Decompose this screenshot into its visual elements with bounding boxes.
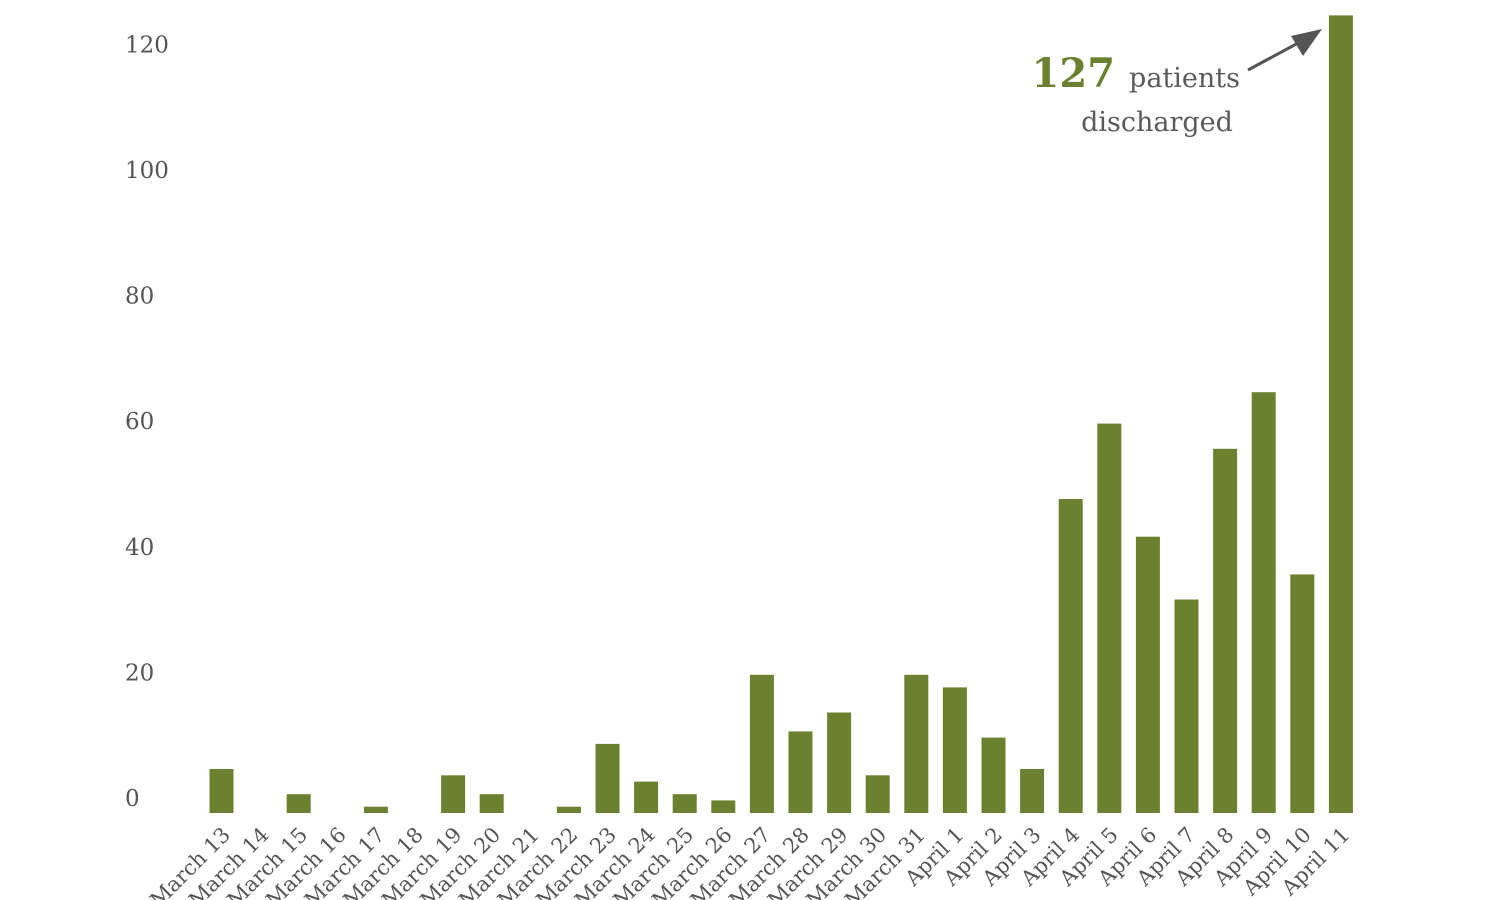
annotation-arrow-shaft (1247, 40, 1301, 72)
bar (981, 737, 1006, 813)
y-tick-label: 100 (125, 158, 169, 184)
bar (1020, 769, 1045, 813)
bars (209, 15, 1353, 813)
bar (286, 794, 311, 813)
bar (634, 781, 659, 813)
annotation-line2: discharged (1081, 107, 1233, 138)
bar (672, 794, 697, 813)
bar (942, 687, 967, 813)
bar (556, 806, 581, 813)
bar (1290, 574, 1315, 813)
bar (363, 806, 388, 813)
bar (1213, 448, 1238, 813)
bar (865, 775, 890, 813)
bar (1135, 536, 1160, 813)
bar (1251, 392, 1276, 813)
bar (749, 674, 774, 813)
bar (1097, 423, 1122, 813)
bar (904, 674, 929, 813)
bar (209, 769, 234, 813)
y-tick-label: 120 (125, 32, 169, 58)
bar (788, 731, 813, 813)
annotation-patients: patients (1129, 63, 1240, 94)
bar (1328, 15, 1353, 813)
annotation-number: 127 (1032, 50, 1116, 97)
y-tick-label: 80 (125, 284, 154, 310)
y-tick-label: 40 (125, 535, 154, 561)
annotation: 127 patients discharged (1032, 29, 1322, 138)
y-axis: 0 20 40 60 80 100 120 (125, 32, 169, 812)
bar (711, 800, 736, 813)
bar (1174, 599, 1199, 813)
bar (1058, 499, 1083, 813)
bar (595, 743, 620, 813)
bar (479, 794, 504, 813)
annotation-arrow-head (1291, 29, 1322, 56)
y-tick-label: 20 (125, 660, 154, 686)
y-tick-label: 0 (125, 786, 140, 812)
annotation-line1: 127 patients (1032, 50, 1240, 97)
bar (441, 775, 466, 813)
y-tick-label: 60 (125, 409, 154, 435)
bar (827, 712, 852, 813)
